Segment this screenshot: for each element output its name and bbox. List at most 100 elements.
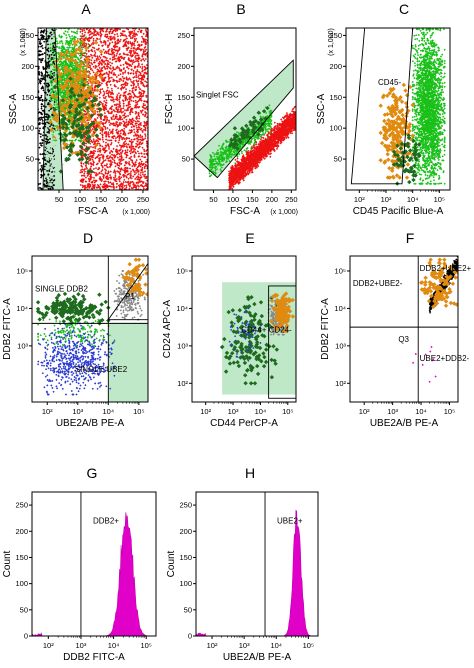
y-tick-label: 200: [177, 62, 190, 71]
x-tick-label: 10⁴: [407, 195, 419, 204]
x-tick-label: 10³: [76, 641, 87, 650]
x-tick-label: 50: [55, 195, 63, 204]
y-tick-label: 0: [188, 632, 192, 641]
x-tick-label: 150: [246, 195, 259, 204]
x-tick-label: 100: [227, 195, 240, 204]
dots-orange: [378, 82, 415, 180]
y-tick-label: 150: [21, 93, 34, 102]
x-tick-label: 10²: [207, 641, 218, 650]
event-dots: [412, 256, 458, 383]
x-tick-label: 10⁴: [415, 407, 427, 416]
x-tick-label: 10⁵: [434, 195, 445, 204]
x-tick-label: 10⁴: [270, 641, 282, 650]
y-tick-label: 10⁴: [334, 304, 346, 313]
gate-label: UBE2+: [277, 516, 303, 525]
y-tick-label: 10³: [177, 341, 188, 350]
event-dots: [38, 28, 148, 190]
y-tick-label: 10²: [177, 379, 188, 388]
panel-letter: H: [245, 465, 255, 481]
x-tick-label: 10⁴: [255, 407, 267, 416]
y-tick-label: 200: [329, 62, 342, 71]
dots-blue: [37, 322, 116, 396]
dots-dark_green: [35, 291, 111, 326]
x-tick-label: 10⁵: [282, 407, 293, 416]
y-tick-label: 150: [329, 93, 342, 102]
y-axis-label: Count: [166, 550, 177, 577]
x-tick-label: 10⁵: [140, 641, 151, 650]
y-tick-label: 200: [21, 62, 34, 71]
y-tick-label: 50: [20, 605, 28, 614]
x-tick-label: 10³: [387, 407, 398, 416]
y-tick-label: 100: [329, 124, 342, 133]
panel-c: CD45- 10² 10³ 10⁴ 10⁵ 50 100 150 200 250 CD45 Paci…: [316, 27, 451, 217]
y-tick-label: 150: [15, 553, 28, 562]
x-axis-label: UBE2A/B PE-A: [370, 418, 439, 429]
plot-frame: [193, 27, 297, 191]
y-tick-label: 100: [179, 579, 192, 588]
y-multiplier: (x 1,000): [328, 28, 335, 56]
dots-light_green: [107, 322, 146, 396]
x-tick-label: 10²: [359, 407, 370, 416]
x-axis-label: FSC-A: [78, 206, 108, 217]
dots-dark_green: [52, 76, 104, 174]
x-axis-label: CD45 Pacific Blue-A: [353, 206, 444, 217]
panel-letter: B: [236, 1, 245, 17]
histogram-area: [195, 509, 318, 637]
x-tick-label: 10⁵: [133, 407, 144, 416]
x-tick-label: 250: [285, 195, 298, 204]
plot-frame: [31, 491, 157, 637]
dots-orange: [269, 291, 296, 334]
y-axis-label: SSC-A: [8, 93, 19, 124]
y-tick-label: 10⁵: [335, 266, 346, 275]
histogram-area: [31, 512, 156, 637]
y-tick-label: 150: [179, 553, 192, 562]
y-axis-label: Count: [2, 550, 13, 577]
plot-frame: [195, 491, 319, 637]
x-axis-label: UBE2A/B PE-A: [56, 418, 125, 429]
x-tick-label: 10³: [72, 407, 83, 416]
gate-label: SINGLE UBE2: [75, 365, 128, 374]
panel-letter: E: [245, 230, 254, 246]
y-tick-label: 10³: [335, 341, 346, 350]
gate-label: DDB2+: [93, 516, 119, 525]
x-tick-label: 10⁴: [108, 641, 120, 650]
event-dots: [194, 60, 296, 190]
x-tick-label: 10²: [354, 195, 365, 204]
y-tick-label: 0: [24, 632, 28, 641]
y-tick-label: 150: [177, 93, 190, 102]
x-multiplier: (x 1,000): [122, 209, 150, 216]
gate-lines: [193, 59, 294, 179]
x-tick-label: 10⁵: [444, 407, 455, 416]
x-tick-label: 10²: [200, 407, 211, 416]
y-tick-label: 50: [26, 155, 34, 164]
dots-magenta: [412, 345, 437, 383]
y-tick-label: 250: [179, 501, 192, 510]
x-tick-label: 200: [266, 195, 279, 204]
y-axis-label: CD24 APC-A: [162, 299, 173, 358]
plot-frame: [345, 27, 451, 191]
panel-g: DDB2+ 10² 10³ 10⁴ 10⁵ 0 50 100 150 200 250 DDB2 FIT…: [2, 491, 157, 663]
dots-dark_green: [227, 105, 270, 151]
gate-label: CD44+ CD24-: [241, 326, 292, 335]
y-tick-label: 250: [329, 31, 342, 40]
event-dots: [378, 28, 446, 186]
gate-lines: [350, 256, 458, 402]
panel-e: CD44+ CD24- 10² 10³ 10⁴ 10⁵ 10² 10³ 10⁴ 10⁵ CD44 …: [162, 255, 297, 429]
y-tick-label: 100: [21, 124, 34, 133]
gate-label: P1: [125, 292, 135, 301]
y-tick-label: 50: [182, 155, 190, 164]
y-tick-label: 10⁴: [16, 304, 28, 313]
y-tick-label: 200: [179, 527, 192, 536]
y-tick-label: 100: [15, 579, 28, 588]
gate-label: DDB2+UBE2-: [353, 279, 403, 288]
panel-d: SINGLE DDB2 P1 SINGLE UBE2 10² 10³ 10⁴ 10⁵ 10³ 1…: [2, 255, 149, 429]
y-tick-label: 200: [15, 527, 28, 536]
panel-h: UBE2+ 10² 10³ 10⁴ 10⁵ 0 50 100 150 200 250 UBE2A/B …: [166, 491, 319, 663]
y-axis-label: DDB2 FITC-A: [2, 298, 13, 360]
y-tick-label: 100: [177, 124, 190, 133]
y-tick-label: 10⁴: [176, 304, 188, 313]
dots-dark_green: [219, 295, 279, 386]
gate-label: UBE2+DDB2-: [420, 354, 470, 363]
x-tick-label: 200: [116, 195, 129, 204]
